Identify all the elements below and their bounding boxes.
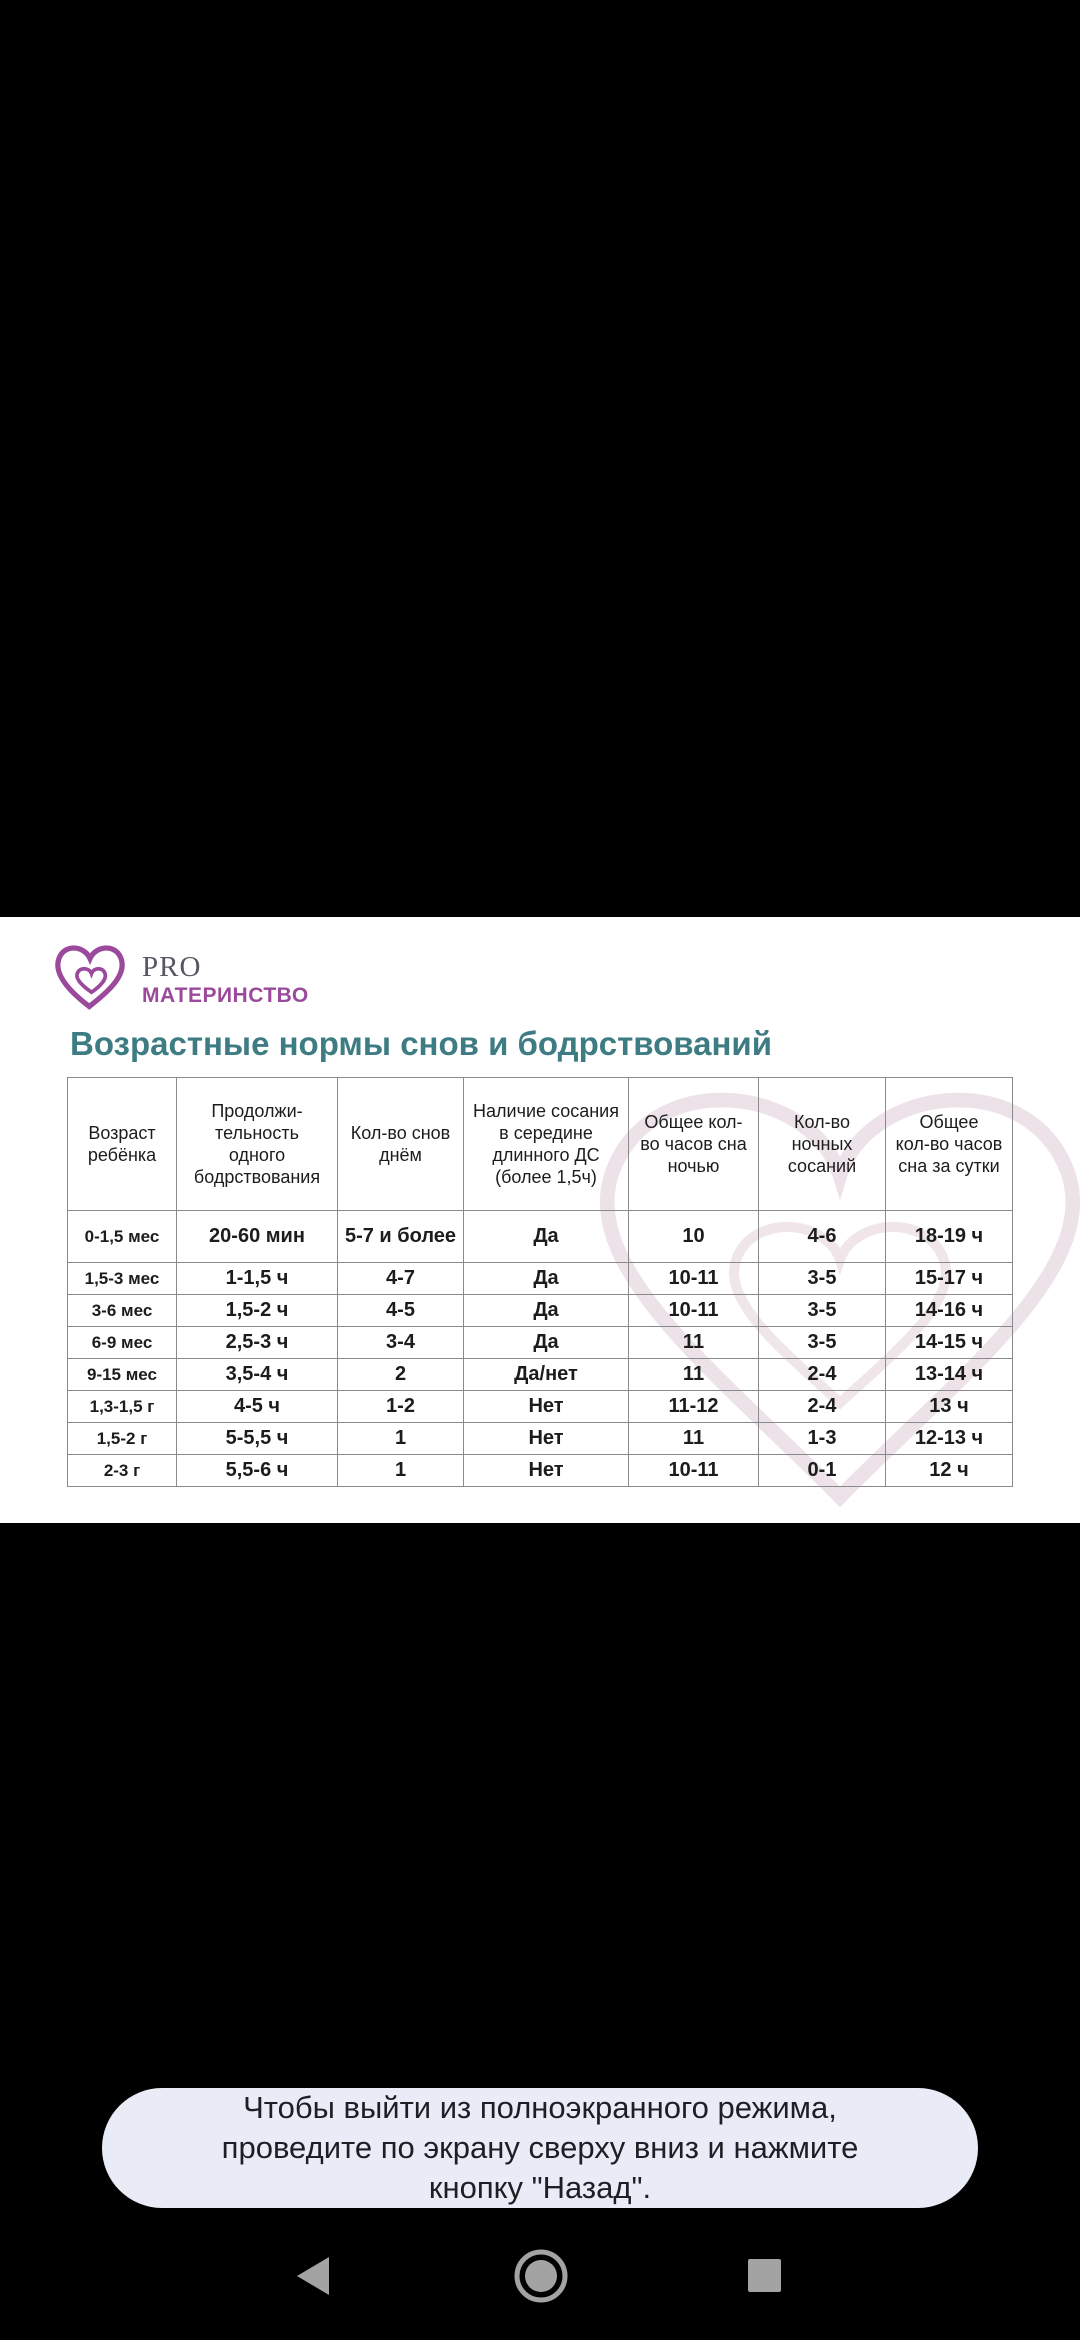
table-cell: 10-11 [628, 1454, 759, 1487]
table-cell: 1-2 [337, 1390, 464, 1423]
table-cell: 3-6 мес [67, 1294, 177, 1327]
brand-heart-icon [55, 945, 125, 1010]
table-cell: 10-11 [628, 1294, 759, 1327]
table-row: 3-6 мес 1,5-2 ч 4-5 Да 10-11 3-5 14-16 ч [67, 1294, 1013, 1327]
table-row: 1,5-3 мес 1-1,5 ч 4-7 Да 10-11 3-5 15-17 ч [67, 1262, 1013, 1295]
table-cell: 4-7 [337, 1262, 464, 1295]
table-cell: Да [463, 1294, 629, 1327]
table-row: 1,3-1,5 г 4-5 ч 1-2 Нет 11-12 2-4 13 ч [67, 1390, 1013, 1423]
table-cell: Да [463, 1326, 629, 1359]
table-cell: Нет [463, 1454, 629, 1487]
table-cell: 1,5-2 ч [176, 1294, 338, 1327]
table-cell: 1,5-3 мес [67, 1262, 177, 1295]
table-cell: 11 [628, 1358, 759, 1391]
table-cell: 15-17 ч [885, 1262, 1013, 1295]
table-cell: 2-3 г [67, 1454, 177, 1487]
table-cell: 2-4 [758, 1358, 886, 1391]
table-cell: 3,5-4 ч [176, 1358, 338, 1391]
table-cell: 1 [337, 1454, 464, 1487]
table-cell: 6-9 мес [67, 1326, 177, 1359]
table-cell: Да [463, 1262, 629, 1295]
table-cell: 3-4 [337, 1326, 464, 1359]
table-row: 6-9 мес 2,5-3 ч 3-4 Да 11 3-5 14-15 ч [67, 1326, 1013, 1359]
table-cell: 4-6 [758, 1210, 886, 1263]
table-cell: 9-15 мес [67, 1358, 177, 1391]
table-cell: 14-16 ч [885, 1294, 1013, 1327]
table-cell: 3-5 [758, 1262, 886, 1295]
table-cell: 11 [628, 1326, 759, 1359]
table-row: 0-1,5 мес 20-60 мин 5-7 и более Да 10 4-6 18-1… [67, 1210, 1013, 1263]
fullscreen-exit-toast: Чтобы выйти из полноэкранного режима, пр… [102, 2088, 978, 2208]
sleep-norms-table: Возраст ребёнка Продолжи- тельность одног… [67, 1077, 1013, 1487]
table-cell: 5-7 и более [337, 1210, 464, 1263]
column-header: Кол-во снов днём [337, 1077, 464, 1211]
table-cell: 0-1,5 мес [67, 1210, 177, 1263]
table-cell: 5-5,5 ч [176, 1422, 338, 1455]
table-cell: 5,5-6 ч [176, 1454, 338, 1487]
table-cell: 13 ч [885, 1390, 1013, 1423]
brand-name-bottom: МАТЕРИНСТВО [142, 984, 309, 1007]
table-cell: Нет [463, 1422, 629, 1455]
table-row: 1,5-2 г 5-5,5 ч 1 Нет 11 1-3 12-13 ч [67, 1422, 1013, 1455]
column-header: Кол-во ночных сосаний [758, 1077, 886, 1211]
table-cell: 13-14 ч [885, 1358, 1013, 1391]
table-cell: 3-5 [758, 1294, 886, 1327]
toast-message: Чтобы выйти из полноэкранного режима, пр… [221, 2090, 859, 2205]
table-cell: 3-5 [758, 1326, 886, 1359]
brand-logo: PRO МАТЕРИНСТВО [142, 951, 309, 1009]
column-header: Общее кол-во часов сна за сутки [885, 1077, 1013, 1211]
table-cell: 20-60 мин [176, 1210, 338, 1263]
table-cell: 1,3-1,5 г [67, 1390, 177, 1423]
table-cell: Да [463, 1210, 629, 1263]
table-row: 9-15 мес 3,5-4 ч 2 Да/нет 11 2-4 13-14 ч [67, 1358, 1013, 1391]
home-circle-icon [514, 2249, 568, 2303]
table-cell: 2-4 [758, 1390, 886, 1423]
table-cell: 0-1 [758, 1454, 886, 1487]
table-cell: 1-3 [758, 1422, 886, 1455]
recents-button[interactable] [745, 2256, 785, 2296]
table-cell: 10 [628, 1210, 759, 1263]
table-cell: 12-13 ч [885, 1422, 1013, 1455]
back-button[interactable] [293, 2253, 333, 2299]
table-cell: 1-1,5 ч [176, 1262, 338, 1295]
table-cell: 2 [337, 1358, 464, 1391]
table-cell: 1 [337, 1422, 464, 1455]
table-row: 2-3 г 5,5-6 ч 1 Нет 10-11 0-1 12 ч [67, 1454, 1013, 1487]
table-cell: Да/нет [463, 1358, 629, 1391]
back-triangle-icon [297, 2257, 329, 2295]
table-cell: 1,5-2 г [67, 1422, 177, 1455]
table-cell: 12 ч [885, 1454, 1013, 1487]
page-title: Возрастные нормы снов и бодрствований [70, 1025, 772, 1062]
table-cell: 4-5 [337, 1294, 464, 1327]
table-header-row: Возраст ребёнка Продолжи- тельность одног… [67, 1077, 1013, 1211]
table-cell: 10-11 [628, 1262, 759, 1295]
fullscreen-page-content[interactable]: PRO МАТЕРИНСТВО Возрастные нормы снов и … [0, 917, 1080, 1523]
table-cell: 11 [628, 1422, 759, 1455]
column-header: Общее кол- во часов сна ночью [628, 1077, 759, 1211]
table-cell: 11-12 [628, 1390, 759, 1423]
column-header: Наличие сосания в середине длинного ДС (… [463, 1077, 629, 1211]
column-header: Возраст ребёнка [67, 1077, 177, 1211]
table-cell: 2,5-3 ч [176, 1326, 338, 1359]
brand-name-top: PRO [142, 951, 202, 983]
table-body: 0-1,5 мес 20-60 мин 5-7 и более Да 10 4-6 18-1… [67, 1210, 1013, 1487]
table-cell: 14-15 ч [885, 1326, 1013, 1359]
table-cell: 18-19 ч [885, 1210, 1013, 1263]
table-cell: 4-5 ч [176, 1390, 338, 1423]
column-header: Продолжи- тельность одного бодрствования [176, 1077, 338, 1211]
home-button[interactable] [513, 2248, 569, 2304]
table-cell: Нет [463, 1390, 629, 1423]
recents-square-icon [748, 2259, 781, 2292]
